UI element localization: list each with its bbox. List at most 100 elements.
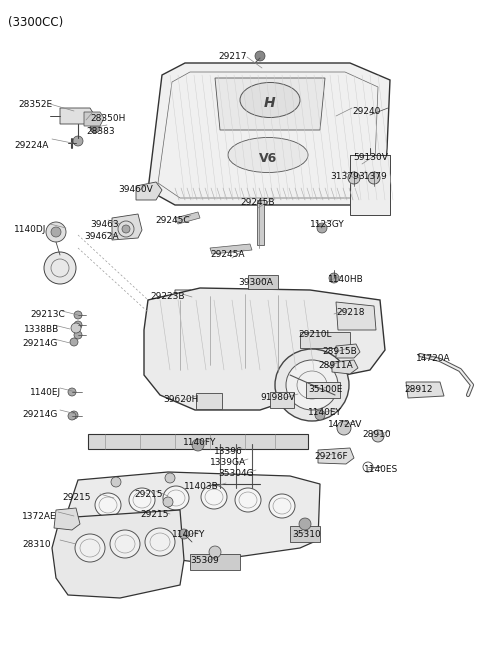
Text: 28911A: 28911A [318,361,353,370]
Text: 1123GY: 1123GY [310,220,345,229]
Polygon shape [318,448,354,464]
Text: (3300CC): (3300CC) [8,16,63,29]
Polygon shape [406,382,444,398]
Bar [306,382,340,398]
Text: 39462A: 39462A [84,232,119,241]
Text: 28915B: 28915B [322,347,357,356]
Ellipse shape [286,360,338,410]
Bar [196,393,222,409]
Text: 11403B: 11403B [184,482,219,491]
Text: 28310: 28310 [22,540,50,549]
Text: 29224A: 29224A [14,141,48,150]
Polygon shape [336,302,376,330]
Text: 29245C: 29245C [155,216,190,225]
Text: 14720A: 14720A [416,354,451,363]
Polygon shape [84,112,104,126]
Circle shape [317,223,327,233]
Circle shape [74,331,82,339]
Text: 29215: 29215 [62,493,91,502]
Circle shape [372,430,384,442]
Ellipse shape [240,82,300,118]
Polygon shape [148,63,390,205]
Polygon shape [332,360,358,374]
Text: 28910: 28910 [362,430,391,439]
Circle shape [68,412,76,420]
Circle shape [368,172,380,184]
Circle shape [90,123,100,133]
Text: 91980V: 91980V [260,393,295,402]
Text: 29213C: 29213C [30,310,65,319]
Text: 1140FY: 1140FY [183,438,216,447]
Ellipse shape [129,488,155,512]
Ellipse shape [275,349,349,421]
Polygon shape [210,244,252,254]
Text: 28352E: 28352E [18,100,52,109]
Text: 29223B: 29223B [150,292,184,301]
Circle shape [70,411,78,419]
Circle shape [329,273,339,283]
Polygon shape [54,508,80,530]
Polygon shape [175,212,200,224]
Text: 35310: 35310 [292,530,321,539]
Text: 31379: 31379 [358,172,387,181]
Text: 29215: 29215 [140,510,168,519]
Text: 35304G: 35304G [218,469,253,478]
Ellipse shape [269,494,295,518]
Text: V6: V6 [259,151,277,165]
Text: 31379: 31379 [330,172,359,181]
Ellipse shape [228,138,308,173]
Circle shape [122,225,130,233]
Text: 29216F: 29216F [314,452,348,461]
Bar [190,554,240,570]
Text: 28350H: 28350H [90,114,125,123]
Text: 29245B: 29245B [240,198,275,207]
Circle shape [74,311,82,319]
Ellipse shape [163,486,189,510]
Text: 29214G: 29214G [22,410,58,419]
Circle shape [337,421,351,435]
Text: 29210L: 29210L [298,330,332,339]
Text: H: H [264,96,276,110]
Circle shape [163,497,173,507]
Ellipse shape [75,534,105,562]
Circle shape [179,529,189,539]
Circle shape [255,51,265,61]
Circle shape [348,172,360,184]
Circle shape [46,222,66,242]
Ellipse shape [110,530,140,558]
Polygon shape [144,288,385,410]
Circle shape [232,486,240,494]
Polygon shape [215,78,325,130]
Circle shape [209,546,221,558]
Text: 29214G: 29214G [22,339,58,348]
Circle shape [192,439,204,451]
Polygon shape [336,344,360,358]
Circle shape [74,321,82,329]
Text: 29240: 29240 [352,107,380,116]
Circle shape [51,227,61,237]
Text: 29217: 29217 [218,52,247,61]
Circle shape [299,518,311,530]
Polygon shape [52,510,184,598]
Text: 1338BB: 1338BB [24,325,59,334]
Circle shape [70,338,78,346]
Text: 35100E: 35100E [308,385,342,394]
Circle shape [44,252,76,284]
Text: 28383: 28383 [86,127,115,136]
Text: 28912: 28912 [404,385,432,394]
Ellipse shape [95,493,121,517]
Text: 29218: 29218 [336,308,364,317]
Text: 1140EJ: 1140EJ [30,388,61,397]
Bar [350,155,390,215]
Text: 39300A: 39300A [238,278,273,287]
Text: 35309: 35309 [190,556,219,565]
Bar [290,526,320,542]
Text: 29245A: 29245A [210,250,244,259]
Circle shape [315,410,325,420]
Bar [88,434,308,449]
Text: 39460V: 39460V [118,185,153,194]
Circle shape [165,473,175,483]
Text: 39620H: 39620H [163,395,198,404]
Text: 1140EY: 1140EY [308,408,342,417]
Circle shape [248,486,256,494]
